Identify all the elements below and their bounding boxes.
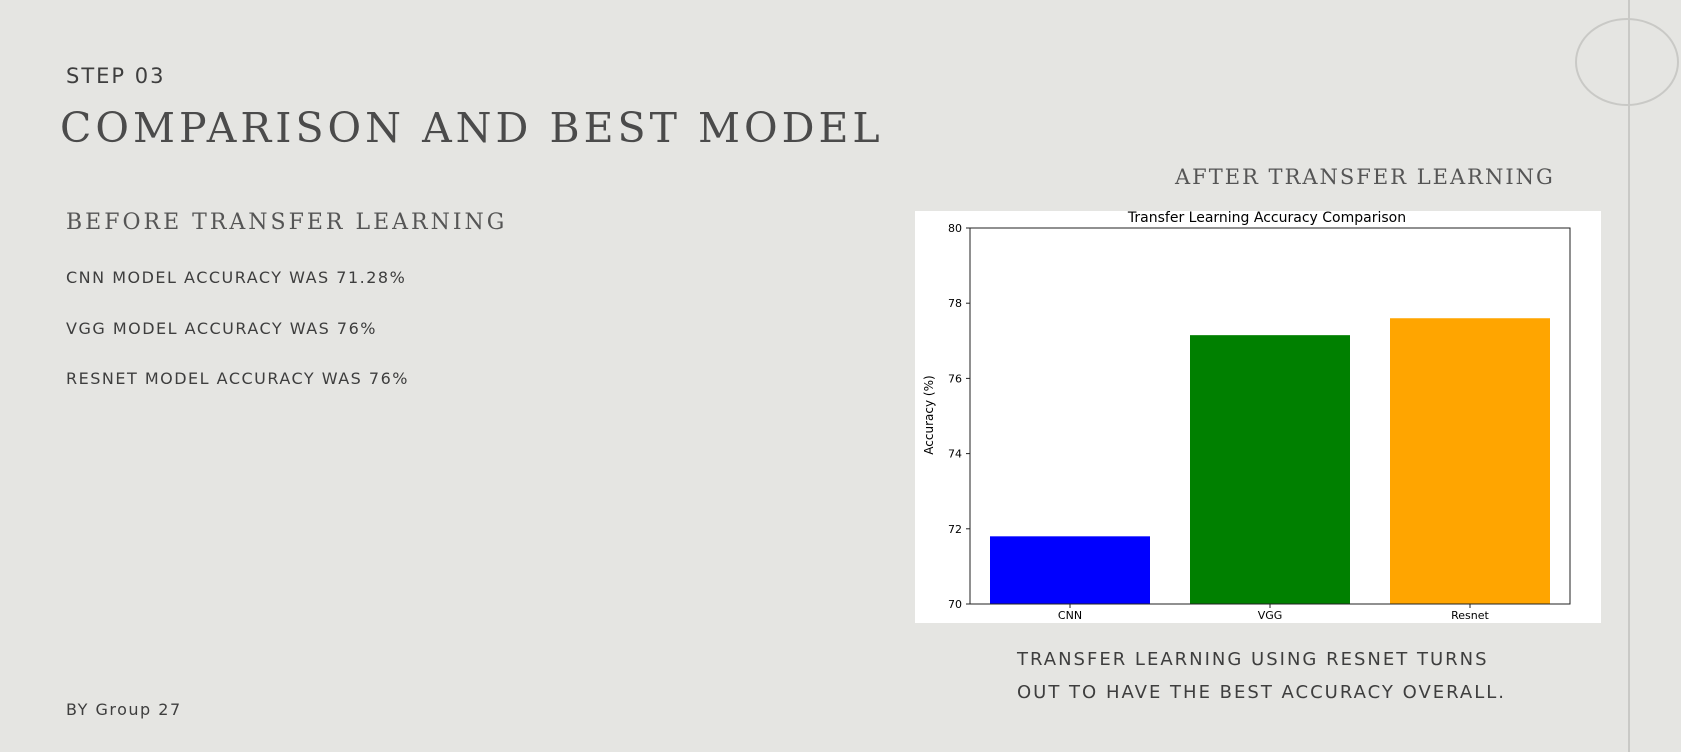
cnn-accuracy-line: CNN MODEL ACCURACY WAS 71.28%	[66, 268, 407, 287]
y-tick-label: 74	[948, 448, 962, 461]
y-tick-label: 70	[948, 598, 962, 611]
ticks-layer: CNN VGG Resnet 70 72 74 76 78 80	[948, 222, 1490, 622]
x-tick-label: VGG	[1258, 609, 1283, 622]
y-tick-label: 76	[948, 372, 962, 385]
y-tick-label: 78	[948, 297, 962, 310]
plot-frame	[969, 227, 1571, 605]
conclusion-line-1: TRANSFER LEARNING USING RESNET TURNS	[1017, 649, 1489, 670]
byline: BY Group 27	[66, 700, 182, 719]
x-tick-label: CNN	[1058, 609, 1082, 622]
bars-layer	[990, 318, 1550, 604]
accuracy-chart: Transfer Learning Accuracy Comparison Ac…	[915, 211, 1601, 623]
y-axis-label: Accuracy (%)	[922, 375, 936, 454]
conclusion-line-2: OUT TO HAVE THE BEST ACCURACY OVERALL.	[1017, 682, 1506, 703]
chart-canvas: Transfer Learning Accuracy Comparison Ac…	[922, 211, 1571, 622]
vgg-accuracy-line: VGG MODEL ACCURACY WAS 76%	[66, 319, 377, 338]
bar-resnet	[1390, 318, 1550, 604]
x-tick-label: Resnet	[1451, 609, 1489, 622]
chart-title: Transfer Learning Accuracy Comparison	[1127, 211, 1406, 226]
decorative-circle	[1575, 18, 1679, 106]
conclusion-text: TRANSFER LEARNING USING RESNET TURNS OUT…	[1017, 643, 1506, 709]
bar-vgg	[1190, 335, 1350, 604]
before-heading: BEFORE TRANSFER LEARNING	[66, 210, 508, 235]
bar-cnn	[990, 536, 1150, 604]
slide-title: COMPARISON AND BEST MODEL	[60, 104, 884, 152]
step-label: STEP 03	[66, 64, 166, 88]
resnet-accuracy-line: RESNET MODEL ACCURACY WAS 76%	[66, 369, 409, 388]
after-heading: AFTER TRANSFER LEARNING	[1175, 165, 1555, 189]
decorative-vertical-line	[1628, 0, 1630, 752]
y-tick-label: 72	[948, 523, 962, 536]
y-tick-label: 80	[948, 222, 962, 235]
